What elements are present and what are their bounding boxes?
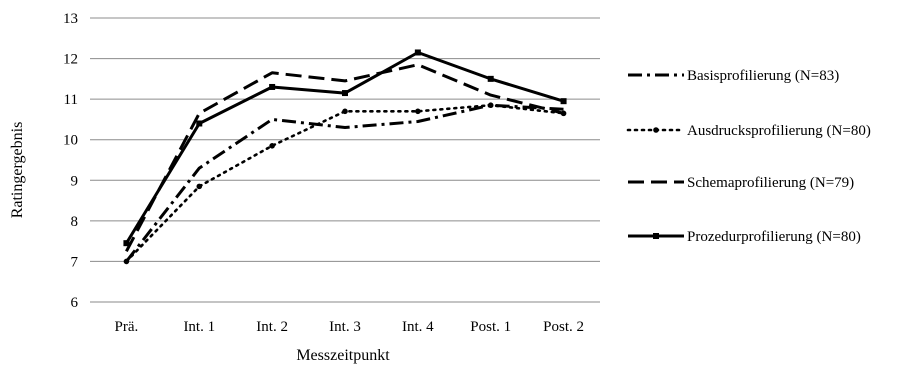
y-tick-label: 6 (71, 295, 79, 311)
x-tick-label: Int. 2 (256, 319, 288, 335)
data-point (342, 90, 348, 97)
data-point (487, 102, 494, 109)
y-tick-label: 7 (71, 254, 79, 270)
legend-label: Basisprofilierung (N=83) (687, 68, 839, 84)
x-tick-label: Int. 4 (402, 319, 434, 335)
data-point (415, 108, 421, 115)
data-point (196, 120, 203, 127)
x-tick-label: Int. 3 (329, 319, 361, 335)
y-tick-label: 9 (71, 173, 79, 189)
y-tick-label: 11 (64, 92, 78, 108)
series-lines (123, 49, 567, 265)
legend-label: Prozedurprofilierung (N=80) (687, 229, 861, 245)
legend-label: Schemaprofilierung (N=79) (687, 175, 854, 191)
y-tick-label: 13 (63, 11, 78, 27)
y-tick-label: 10 (63, 133, 78, 149)
legend-item: Basisprofilierung (N=83) (628, 68, 839, 84)
x-tick-labels: Prä. Int. 1 Int. 2 Int. 3 Int. 4 Post. 1 Post.… (115, 319, 584, 335)
data-point (487, 75, 494, 82)
grid-lines (90, 17, 600, 262)
legend: Basisprofilierung (N=83) Ausdrucksprofili… (626, 68, 871, 245)
x-tick-label: Int. 1 (183, 319, 215, 335)
data-point (123, 240, 130, 247)
legend-item: Schemaprofilierung (N=79) (628, 175, 854, 191)
legend-marker (653, 127, 659, 133)
data-point (269, 83, 276, 90)
y-tick-label: 12 (63, 52, 78, 68)
legend-marker (653, 233, 659, 239)
y-tick-labels: 6 7 8 9 10 11 12 13 (63, 11, 79, 311)
series-line (125, 103, 564, 263)
y-axis-label: Ratingergebnis (9, 122, 26, 219)
legend-item: Ausdrucksprofilierung (N=80) (626, 123, 871, 139)
legend-label: Ausdrucksprofilierung (N=80) (687, 123, 871, 139)
series-line (125, 63, 564, 253)
data-point (196, 183, 203, 190)
legend-item: Prozedurprofilierung (N=80) (628, 229, 861, 245)
data-point (269, 143, 275, 149)
x-tick-label: Post. 1 (470, 319, 511, 335)
data-point (123, 258, 130, 265)
x-tick-label: Post. 2 (543, 319, 584, 335)
x-tick-label: Prä. (115, 319, 139, 335)
x-axis-label: Messzeitpunkt (296, 347, 390, 364)
data-point (414, 49, 421, 56)
data-point (560, 98, 567, 105)
data-point (342, 108, 348, 115)
y-tick-label: 8 (71, 214, 79, 230)
